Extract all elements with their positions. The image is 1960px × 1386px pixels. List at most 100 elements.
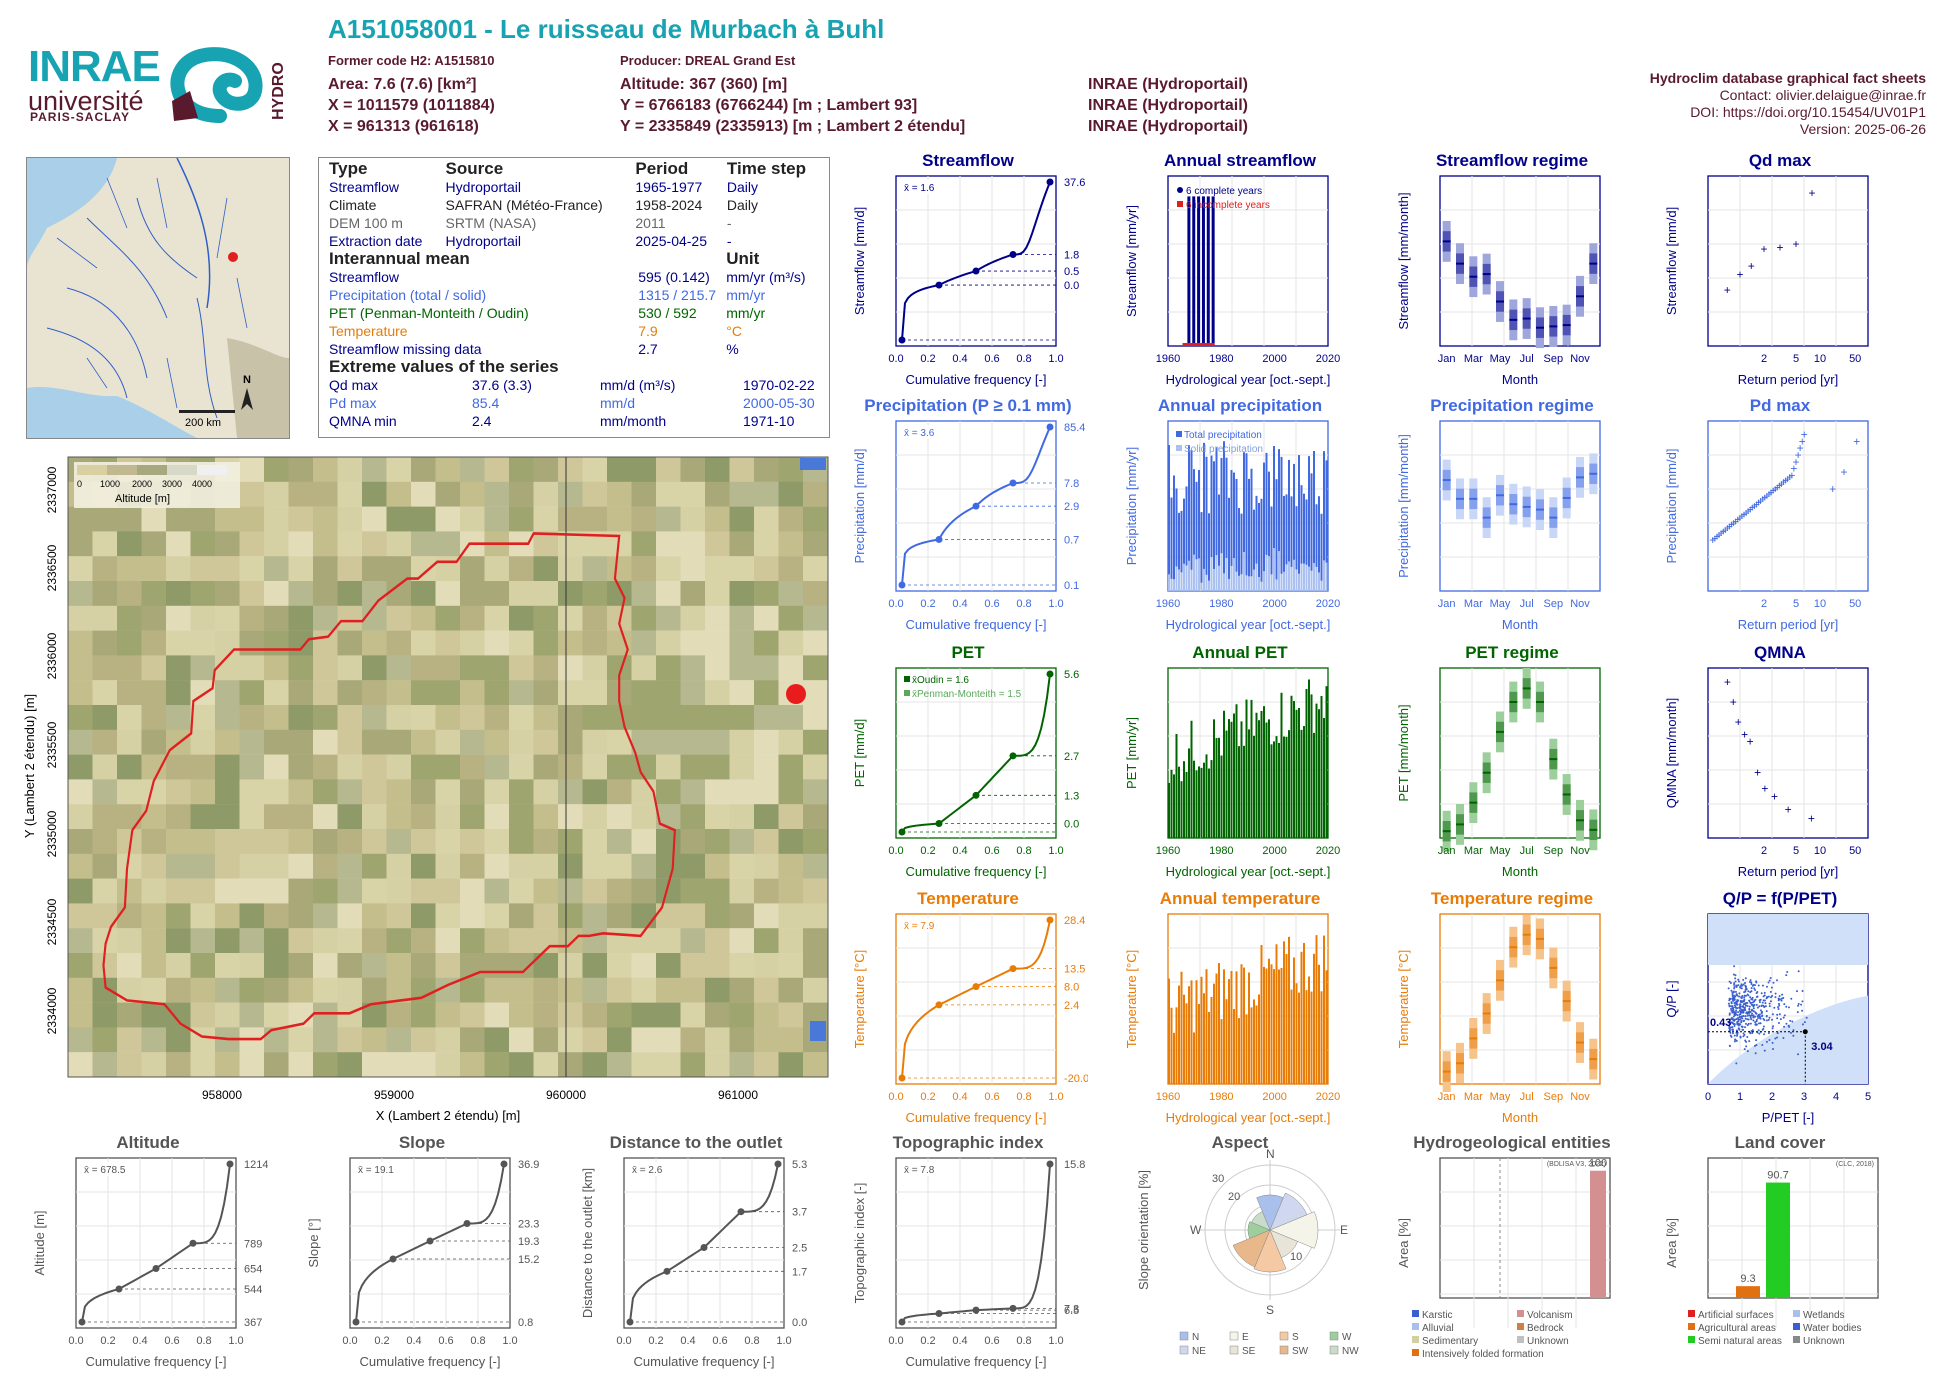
dem-cell (803, 804, 828, 830)
dem-cell (460, 977, 485, 1003)
qp-point (1740, 987, 1743, 990)
annual_precipitation-bar (1313, 450, 1315, 591)
dem-cell (166, 903, 191, 929)
precipitation-quantile-point (898, 581, 906, 589)
dem-cell (386, 829, 412, 854)
qp-point (1773, 1006, 1776, 1009)
dem-cell (264, 655, 289, 681)
qp-point (1735, 985, 1738, 988)
qp-point (1754, 1021, 1757, 1024)
annual_temperature-bar (1210, 996, 1213, 1084)
dem-cell (803, 853, 828, 879)
qp-point (1797, 970, 1800, 973)
pd_max-point: + (1774, 480, 1781, 494)
dem-cell (166, 556, 191, 582)
annual_pet-xtick: 1960 (1156, 845, 1180, 857)
qd_max-xlabel: Return period [yr] (1738, 372, 1838, 387)
dem-cell (631, 729, 657, 755)
qp-point (1738, 1015, 1741, 1018)
annual_precipitation-bar-solid (1173, 579, 1175, 591)
inter-value: 1315 / 215.7 (638, 287, 717, 303)
annual_precipitation-bar (1268, 471, 1270, 591)
annual_precipitation-bar-solid (1285, 564, 1288, 591)
annual_streamflow-bar (1187, 196, 1191, 346)
dem-cell (239, 531, 265, 557)
dem-cell (313, 531, 338, 557)
annual_precipitation-bar-solid (1213, 568, 1215, 591)
qp-point (1745, 1045, 1748, 1048)
annual_streamflow-xtick: 1960 (1156, 353, 1180, 365)
qp-point (1761, 1001, 1764, 1004)
annual_precipitation-bar (1213, 461, 1215, 591)
dem-cell (264, 928, 289, 954)
annual_precipitation-bar-solid (1280, 573, 1283, 591)
qp-point (1745, 1040, 1748, 1043)
col-period: Period (635, 159, 689, 178)
dem-cell (533, 903, 559, 929)
altitude: Altitude: 367 (360) [m] (620, 76, 788, 93)
dem-cell (754, 754, 779, 780)
pd_max-point: + (1745, 504, 1752, 518)
aspect-legend: SW (1292, 1346, 1309, 1357)
dem-cell (190, 556, 216, 582)
dem-cell (215, 878, 240, 904)
dem-cell (288, 928, 314, 954)
dem-cell (362, 457, 387, 482)
dem-cell (166, 853, 191, 879)
qp-point (1748, 1007, 1751, 1010)
temperature-right-label: -20.0 (1064, 1073, 1088, 1085)
dem-cell (460, 804, 485, 830)
annual_pet-bar (1293, 701, 1295, 838)
annual_temperature-bar (1250, 1007, 1253, 1084)
qp-point (1746, 1012, 1749, 1015)
dem-cell (239, 804, 265, 830)
streamflow_regime-ylabel: Streamflow [mm/month] (1396, 192, 1411, 329)
slope-xtick: 0.2 (374, 1335, 389, 1347)
qp-point (1728, 1044, 1731, 1047)
annual_temperature-xtick: 2020 (1316, 1091, 1340, 1103)
dem-cell (631, 829, 657, 854)
distance-title: Distance to the outlet (610, 1133, 783, 1152)
annual_pet-bar (1180, 781, 1183, 838)
annual_temperature-bar (1273, 969, 1275, 1084)
dem-cell (264, 605, 289, 631)
streamflow-right-label: 0.5 (1064, 266, 1079, 278)
pd_max-point: + (1734, 513, 1741, 527)
pd_max-ylabel: Precipitation [mm/d] (1664, 449, 1679, 564)
pd_max-point: + (1755, 496, 1762, 510)
dem-cell (558, 680, 583, 706)
qp-point (1734, 1011, 1737, 1014)
qp-point (1780, 997, 1783, 1000)
inter-label: Streamflow (329, 269, 400, 285)
dem-cell (484, 953, 510, 978)
dem-cell (313, 754, 338, 780)
annual_precipitation-bar-solid (1293, 559, 1295, 591)
precipitation_regime-ylabel: Precipitation [mm/month] (1396, 434, 1411, 578)
altitude-quantile-point (78, 1318, 86, 1326)
dem-cell (631, 506, 657, 532)
annual_pet-bar (1278, 742, 1280, 838)
dem-cell (288, 556, 314, 582)
dem-cell (411, 457, 436, 482)
streamflow-mean: x̄ = 1.6 (904, 183, 935, 194)
dem-cell (435, 630, 461, 656)
qp-point (1744, 1015, 1747, 1018)
qp-point (1738, 1009, 1741, 1012)
temperature-ylabel: Temperature [°C] (852, 950, 867, 1048)
dem-cell (803, 680, 828, 706)
annual_temperature-bar (1305, 990, 1308, 1084)
info-panel: Type Source Period Time step Streamflow Hydr… (318, 157, 830, 438)
dem-cell (239, 754, 265, 780)
dem-cell (533, 630, 559, 656)
qp-point (1755, 1023, 1758, 1026)
dem-cell (239, 977, 265, 1003)
dem-cell (288, 903, 314, 929)
annual_precipitation-bar-solid (1318, 572, 1320, 591)
slope-quantile-point (463, 1220, 471, 1228)
dem-cell (435, 581, 461, 606)
annual_precipitation-bar-solid (1313, 562, 1315, 591)
qp-point (1728, 1012, 1731, 1015)
dem-cell (362, 853, 387, 879)
